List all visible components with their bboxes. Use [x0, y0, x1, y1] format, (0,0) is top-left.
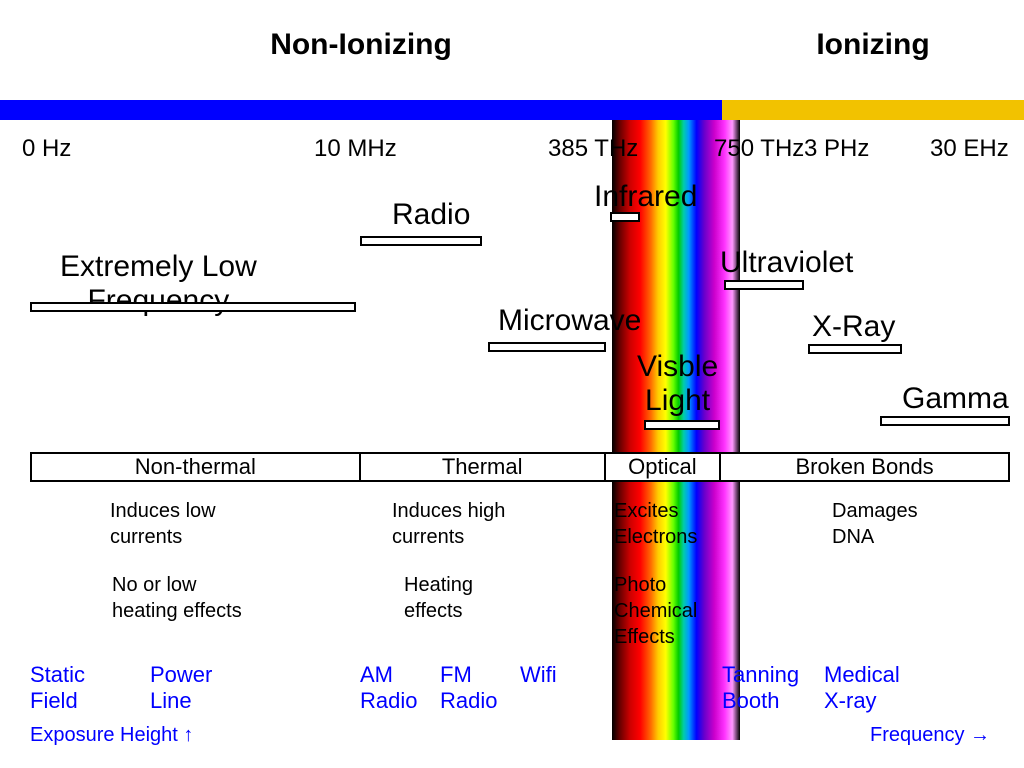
radiation-type-label: X-Ray [812, 310, 895, 344]
effect-text: Induces lowcurrents [110, 498, 216, 550]
source-label: PowerLine [150, 662, 212, 714]
source-label: TanningBooth [722, 662, 799, 714]
source-label: MedicalX-ray [824, 662, 900, 714]
category-cell: Broken Bonds [721, 454, 1008, 480]
category-cell: Optical [606, 454, 722, 480]
radiation-type-label: Microwave [498, 304, 641, 338]
radiation-range-bar [610, 212, 640, 222]
color-bar-segment [0, 100, 722, 120]
spectrum-diagram: Non-Ionizing Ionizing 0 Hz 10 MHz 385 THz 7… [0, 0, 1024, 768]
frequency-label: 3 PHz [804, 135, 869, 163]
effect-text: DamagesDNA [832, 498, 918, 550]
category-cell: Thermal [361, 454, 606, 480]
radiation-range-bar [724, 280, 804, 290]
title-ionizing: Ionizing [722, 28, 1024, 62]
effect-text: PhotoChemicalEffects [614, 572, 697, 650]
radiation-range-bar [808, 344, 902, 354]
category-cell: Non-thermal [32, 454, 361, 480]
radiation-type-label: Infrared [594, 180, 697, 214]
frequency-label: 10 MHz [314, 135, 397, 163]
source-label: StaticField [30, 662, 85, 714]
color-bar [0, 100, 1024, 120]
effect-text: ExcitesElectrons [614, 498, 697, 550]
effect-text: No or lowheating effects [112, 572, 242, 624]
radiation-type-label: Gamma [902, 382, 1009, 416]
frequency-label: 750 THz [714, 135, 804, 163]
radiation-range-bar [30, 302, 356, 312]
arrow-label: Exposure Height ↑ [30, 724, 193, 747]
radiation-range-bar [880, 416, 1010, 426]
title-row: Non-Ionizing Ionizing [0, 28, 1024, 62]
title-nonionizing: Non-Ionizing [0, 28, 722, 62]
arrow-label: Frequency → [870, 724, 990, 747]
frequency-label: 0 Hz [22, 135, 71, 163]
category-row: Non-thermalThermalOpticalBroken Bonds [30, 452, 1010, 482]
effect-text: Induces highcurrents [392, 498, 505, 550]
source-label: AMRadio [360, 662, 417, 714]
radiation-type-label: Ultraviolet [720, 246, 853, 280]
radiation-range-bar [644, 420, 720, 430]
frequency-label: 30 EHz [930, 135, 1009, 163]
frequency-label: 385 THz [548, 135, 638, 163]
effect-text: Heatingeffects [404, 572, 473, 624]
color-bar-segment [722, 100, 1024, 120]
source-label: Wifi [520, 662, 557, 688]
radiation-type-label: VisbleLight [637, 350, 718, 418]
radiation-type-label: Radio [392, 198, 470, 232]
radiation-range-bar [488, 342, 606, 352]
source-label: FMRadio [440, 662, 497, 714]
radiation-range-bar [360, 236, 482, 246]
